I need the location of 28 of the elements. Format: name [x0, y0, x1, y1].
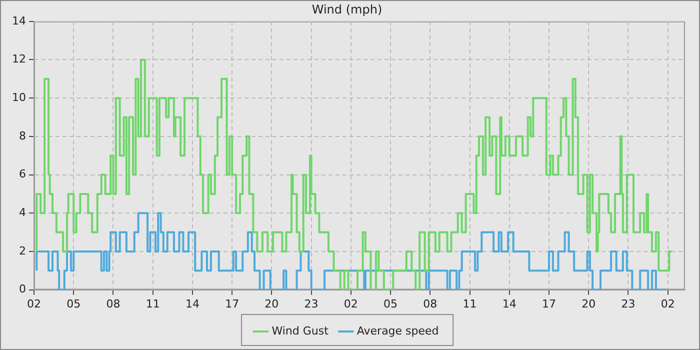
y-tick-label: 4 — [18, 206, 26, 219]
x-tick-label: 02 — [26, 297, 41, 310]
y-tick-label: 10 — [12, 90, 26, 104]
chart-title: Wind (mph) — [312, 2, 382, 16]
x-tick-label: 02 — [344, 297, 358, 310]
x-tick-label: 11 — [462, 297, 477, 310]
x-tick-label: 05 — [66, 297, 81, 310]
x-tick-label: 08 — [106, 297, 120, 310]
x-tick-label: 20 — [264, 297, 279, 310]
x-tick-label: 11 — [146, 297, 160, 310]
x-tick-label: 23 — [621, 297, 636, 310]
x-tick-label: 08 — [423, 297, 438, 310]
x-tick-label: 20 — [582, 297, 596, 310]
x-tick-label: 23 — [304, 297, 318, 310]
x-tick-label: 02 — [660, 297, 675, 310]
y-tick-label: 12 — [12, 52, 26, 66]
legend-label: Average speed — [356, 324, 439, 338]
y-tick-label: 6 — [18, 168, 26, 181]
x-tick-label: 17 — [542, 297, 556, 310]
x-tick-label: 14 — [185, 297, 200, 310]
y-tick-label: 14 — [12, 14, 26, 28]
x-tick-label: 17 — [225, 297, 240, 310]
x-tick-label: 14 — [502, 297, 516, 310]
y-tick-label: 8 — [18, 129, 26, 142]
y-tick-label: 2 — [18, 244, 26, 258]
legend-label: Wind Gust — [272, 324, 330, 338]
y-tick-label: 0 — [18, 282, 26, 296]
x-tick-label: 05 — [384, 297, 398, 310]
